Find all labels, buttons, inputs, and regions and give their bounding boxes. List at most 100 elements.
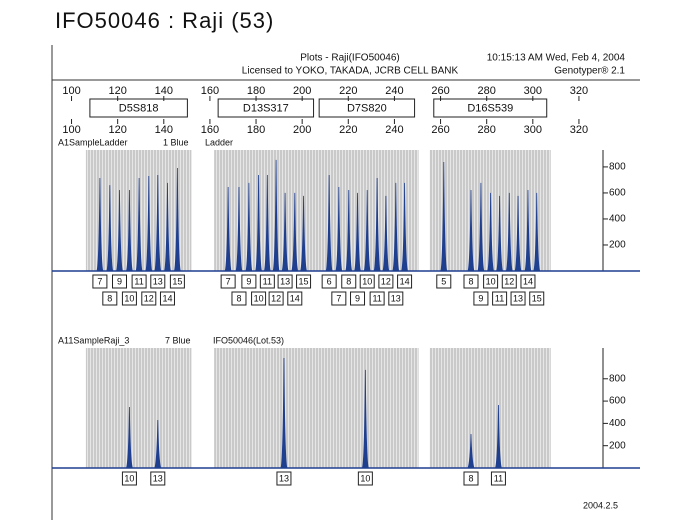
peak xyxy=(280,358,288,469)
allele-label: 13 xyxy=(279,473,289,483)
bin-shade xyxy=(214,348,318,468)
peak xyxy=(272,159,280,272)
allele-box xyxy=(378,274,394,289)
peak xyxy=(325,174,333,272)
allele-label: 7 xyxy=(336,293,341,303)
allele-box xyxy=(331,291,347,306)
allele-label: 9 xyxy=(117,276,122,286)
allele-box xyxy=(359,274,375,289)
allele-label: 10 xyxy=(124,473,134,483)
allele-box xyxy=(276,471,292,486)
peak xyxy=(235,186,243,272)
peak xyxy=(345,189,353,272)
allele-label: 10 xyxy=(124,293,134,303)
peak xyxy=(373,177,381,272)
allele-label: 13 xyxy=(153,473,163,483)
allele-box xyxy=(150,471,166,486)
bin-shade xyxy=(85,348,192,468)
ruler-top-label: 300 xyxy=(524,85,542,97)
allele-box xyxy=(388,291,404,306)
marker-name: D7S820 xyxy=(347,102,387,114)
peak xyxy=(401,182,409,272)
allele-label: 11 xyxy=(372,293,381,303)
allele-label: 9 xyxy=(478,293,483,303)
allele-label: 8 xyxy=(107,293,112,303)
allele-label: 13 xyxy=(513,293,523,303)
allele-label: 8 xyxy=(468,473,473,483)
allele-label: 8 xyxy=(346,276,351,286)
ruler-top-label: 120 xyxy=(108,85,126,97)
peak xyxy=(382,195,390,272)
peak xyxy=(106,185,114,272)
ruler-top-label: 260 xyxy=(431,85,449,97)
marker-box xyxy=(433,98,548,118)
y-tick-label: 800 xyxy=(609,162,626,173)
peak xyxy=(467,189,475,272)
allele-box xyxy=(490,471,506,486)
allele-label: 6 xyxy=(327,276,332,286)
allele-label: 15 xyxy=(172,276,182,286)
marker-name: D13S317 xyxy=(243,102,289,114)
allele-label: 14 xyxy=(162,293,172,303)
peak xyxy=(392,182,400,272)
marker-box xyxy=(89,98,188,118)
page-title: IFO50046 : Raji (53) xyxy=(55,8,274,33)
allele-label: 9 xyxy=(355,293,360,303)
allele-label: 11 xyxy=(263,276,272,286)
panel-label: IFO50046(Lot.53) xyxy=(213,335,284,345)
ruler-bottom-label: 280 xyxy=(478,124,496,136)
allele-label: 14 xyxy=(290,293,300,303)
peak xyxy=(154,420,162,469)
peak xyxy=(487,192,495,272)
marker-name: D16S539 xyxy=(467,102,513,114)
peak xyxy=(467,433,475,469)
peak xyxy=(163,182,172,272)
timestamp: 10:15:13 AM Wed, Feb 4, 2004 xyxy=(487,53,626,64)
peak xyxy=(363,189,371,272)
ruler-top-label: 280 xyxy=(478,85,496,97)
allele-label: 12 xyxy=(504,276,514,286)
allele-box xyxy=(510,291,526,306)
plot-title: Plots - Raji(IFO50046) xyxy=(300,53,399,64)
allele-label: 10 xyxy=(360,473,370,483)
allele-box xyxy=(220,274,236,289)
ruler-top-label: 200 xyxy=(293,85,311,97)
peak xyxy=(494,404,503,469)
peak xyxy=(533,192,541,272)
marker-name: D5S818 xyxy=(119,102,159,114)
panel-dye: 1 Blue xyxy=(163,137,189,147)
allele-box xyxy=(150,274,166,289)
allele-label: 14 xyxy=(400,276,410,286)
allele-box xyxy=(436,274,452,289)
ruler-bottom-label: 300 xyxy=(524,124,542,136)
peak xyxy=(281,192,289,272)
allele-box xyxy=(369,291,385,306)
peak xyxy=(96,177,104,272)
allele-box xyxy=(463,274,479,289)
ruler-bottom-label: 160 xyxy=(201,124,219,136)
allele-label: 12 xyxy=(271,293,281,303)
ruler-top-label: 240 xyxy=(385,85,403,97)
allele-box xyxy=(501,274,517,289)
peak xyxy=(224,186,232,272)
y-tick-label: 200 xyxy=(609,440,626,451)
allele-box xyxy=(397,274,413,289)
allele-box xyxy=(520,274,536,289)
peak xyxy=(255,174,263,272)
ruler-bottom-label: 320 xyxy=(570,124,588,136)
peak xyxy=(291,192,299,272)
panel-sample: A1SampleLadder xyxy=(58,137,128,147)
ruler-bottom-label: 140 xyxy=(155,124,173,136)
ruler-bottom-label: 200 xyxy=(293,124,311,136)
peak xyxy=(173,167,181,272)
ruler-top-label: 100 xyxy=(62,85,80,97)
allele-box xyxy=(241,274,257,289)
peak xyxy=(125,406,133,469)
software: Genotyper® 2.1 xyxy=(554,66,625,77)
allele-box xyxy=(231,291,247,306)
peak xyxy=(115,189,124,272)
ruler-top-label: 140 xyxy=(155,85,173,97)
ruler-bottom-label: 100 xyxy=(62,124,80,136)
allele-box xyxy=(121,471,137,486)
allele-box xyxy=(121,291,137,306)
